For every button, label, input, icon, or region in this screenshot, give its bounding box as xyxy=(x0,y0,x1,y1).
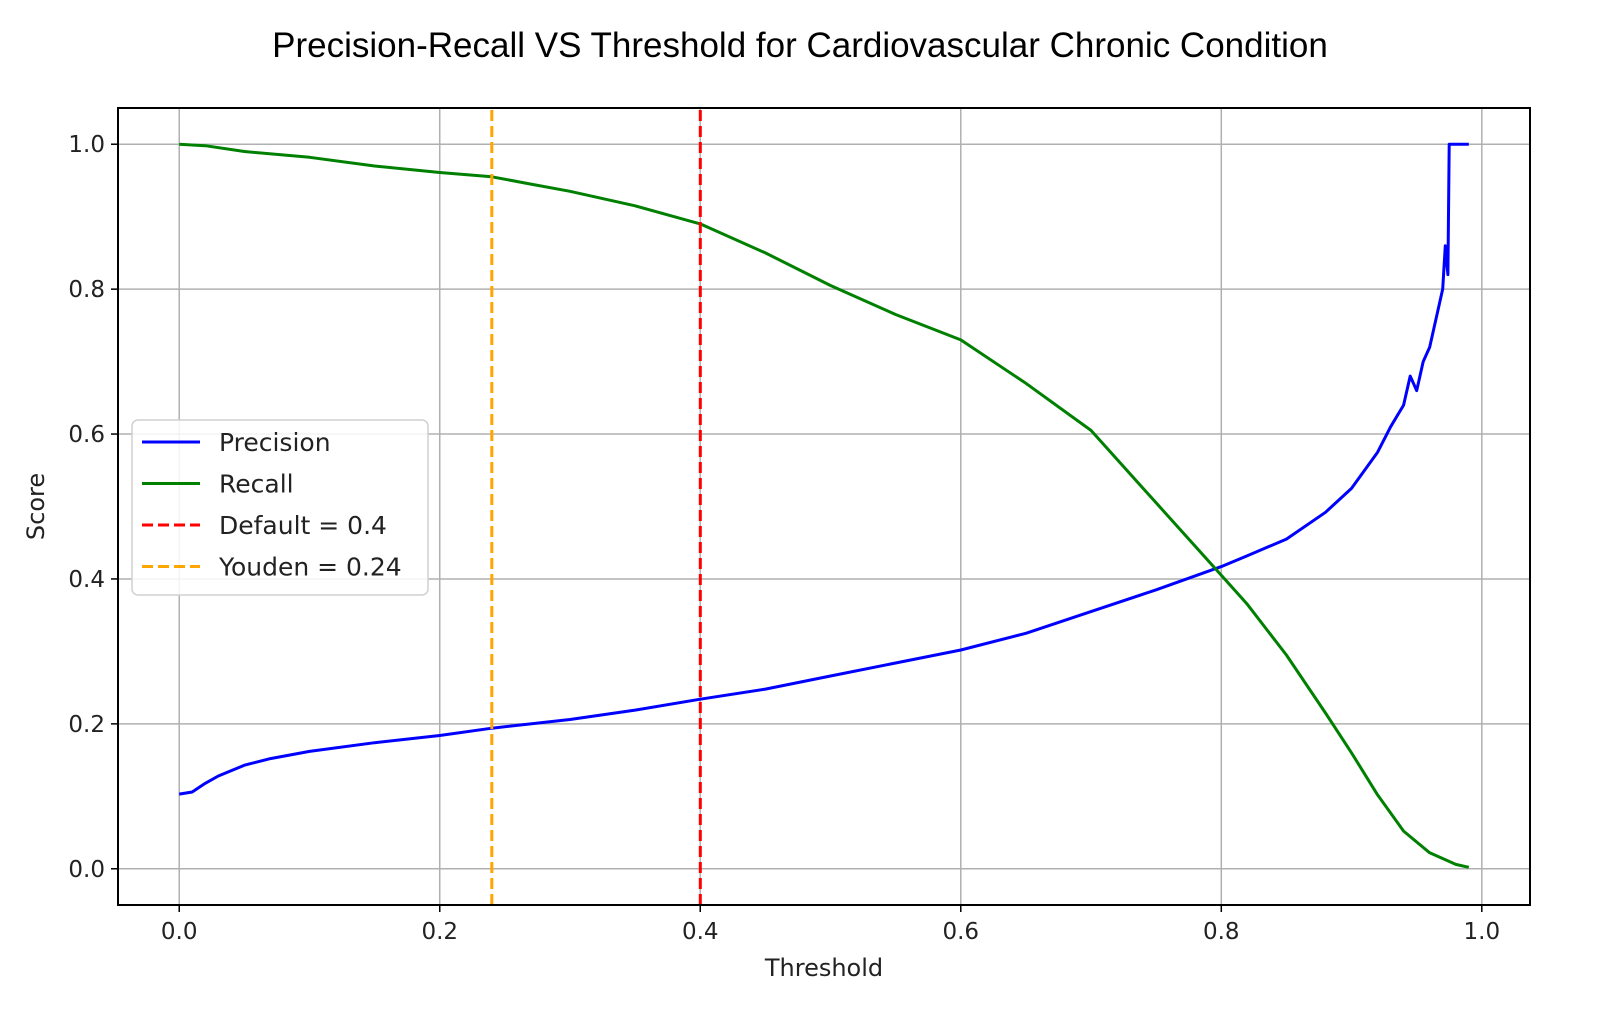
x-tick-label: 0.8 xyxy=(1203,919,1240,945)
axis-ticks: 0.0 0.2 0.4 0.6 0.8 1.0 0.0 0.2 0.4 0.6 0.8 1.0 xyxy=(68,132,1500,945)
y-tick-label: 0.0 xyxy=(68,857,105,883)
x-axis-label: Threshold xyxy=(764,954,883,982)
legend-box xyxy=(131,419,429,596)
legend: Precision Recall Default = 0.4 Youden = 0.2… xyxy=(131,419,429,596)
x-tick-label: 1.0 xyxy=(1464,919,1501,945)
y-tick-label: 0.6 xyxy=(68,422,105,448)
legend-label: Recall xyxy=(219,470,294,499)
y-axis-label: Score xyxy=(22,473,50,540)
y-tick-label: 0.4 xyxy=(68,567,105,593)
legend-label: Youden = 0.24 xyxy=(218,553,402,582)
x-tick-label: 0.4 xyxy=(682,919,719,945)
series-lines xyxy=(178,108,1470,905)
x-tick-label: 0.0 xyxy=(161,919,198,945)
y-tick-label: 0.2 xyxy=(68,712,105,738)
y-tick-label: 0.8 xyxy=(68,277,105,303)
series-recall-line xyxy=(179,142,1470,869)
chart-title: Precision-Recall VS Threshold for Cardio… xyxy=(272,26,1328,65)
x-tick-label: 0.6 xyxy=(942,919,979,945)
axes-frame xyxy=(117,107,1531,906)
series-precision-line xyxy=(178,142,1469,796)
legend-label: Default = 0.4 xyxy=(219,511,387,540)
x-tick-label: 0.2 xyxy=(421,919,458,945)
y-tick-label: 1.0 xyxy=(68,132,105,158)
legend-label: Precision xyxy=(219,428,331,457)
